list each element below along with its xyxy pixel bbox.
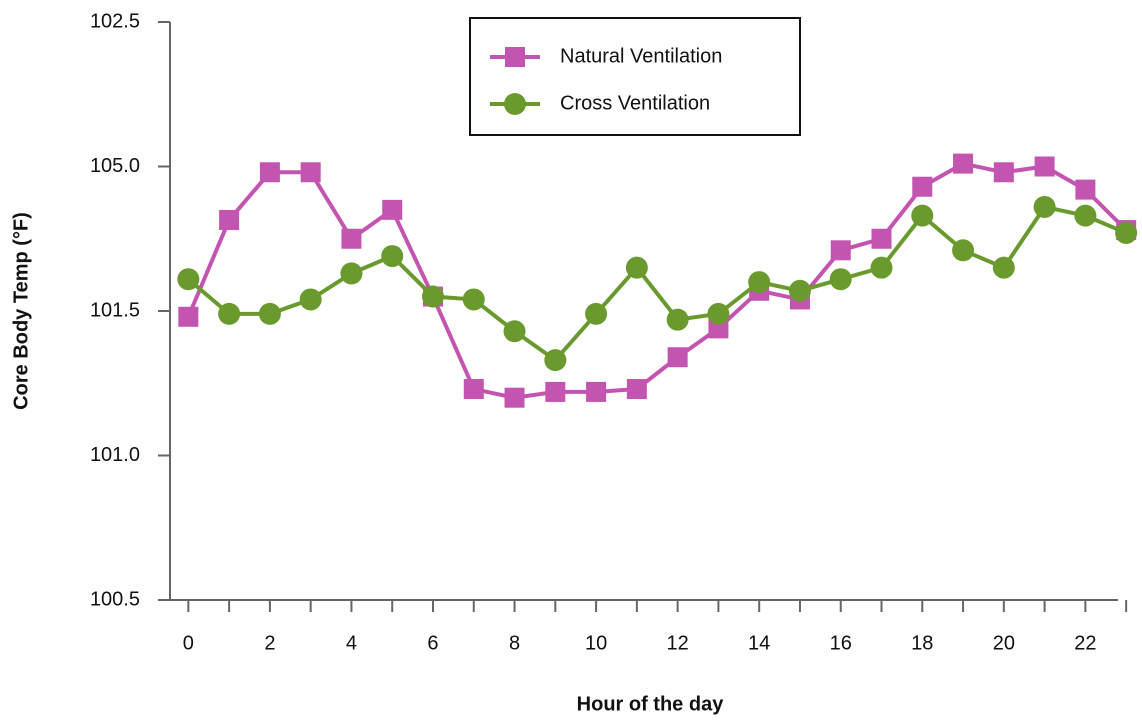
x-tick-label: 10 [585, 632, 607, 654]
data-point [626, 379, 647, 400]
data-point [1034, 156, 1055, 177]
data-point [667, 347, 688, 368]
data-point [462, 288, 485, 311]
x-tick-label: 14 [748, 632, 770, 654]
y-tick-label: 102.5 [90, 10, 140, 32]
y-tick-label: 101.5 [90, 299, 140, 321]
x-tick-label: 0 [183, 632, 194, 654]
data-point [421, 285, 444, 308]
legend-marker [505, 47, 525, 67]
x-tick-label: 20 [993, 632, 1015, 654]
data-point [992, 256, 1015, 279]
x-tick-label: 18 [911, 632, 933, 654]
data-point [625, 256, 648, 279]
data-point [748, 271, 771, 294]
x-tick-label: 12 [667, 632, 689, 654]
legend-marker [504, 93, 526, 115]
data-point [178, 306, 199, 327]
data-point [953, 153, 974, 174]
data-point [830, 240, 851, 261]
x-tick-label: 8 [509, 632, 520, 654]
data-point [544, 349, 567, 372]
data-point [381, 245, 404, 268]
data-point [177, 268, 200, 291]
y-tick-label: 100.5 [90, 588, 140, 610]
data-point [952, 239, 975, 262]
x-tick-label: 6 [427, 632, 438, 654]
data-point [382, 199, 403, 220]
x-tick-label: 22 [1074, 632, 1096, 654]
data-point [218, 302, 241, 325]
data-point [993, 162, 1014, 183]
data-point [707, 302, 730, 325]
legend-label: Natural Ventilation [560, 45, 722, 67]
data-point [586, 381, 607, 402]
data-point [504, 387, 525, 408]
legend-label: Cross Ventilation [560, 92, 710, 114]
data-point [911, 204, 934, 227]
data-point [219, 209, 240, 230]
data-point [259, 162, 280, 183]
data-point [1075, 179, 1096, 200]
data-point [503, 320, 526, 343]
data-point [340, 262, 363, 285]
data-point [871, 228, 892, 249]
series-line [187, 204, 1127, 363]
data-point [1074, 204, 1097, 227]
x-tick-label: 16 [830, 632, 852, 654]
data-point [258, 302, 281, 325]
x-tick-label: 4 [346, 632, 357, 654]
legend-box [469, 17, 801, 136]
data-point [788, 279, 811, 302]
data-point [299, 288, 322, 311]
x-axis-label: Hour of the day [577, 693, 725, 715]
data-point [300, 162, 321, 183]
y-tick-label: 105.0 [90, 155, 140, 177]
y-tick-label: 101.0 [90, 444, 140, 466]
data-point [545, 381, 566, 402]
data-point [912, 176, 933, 197]
data-point [666, 308, 689, 331]
data-point [1033, 195, 1056, 218]
data-point [829, 268, 852, 291]
data-point [341, 228, 362, 249]
data-point [870, 256, 893, 279]
data-point [585, 302, 608, 325]
series-line [186, 161, 1128, 400]
data-point [1115, 221, 1138, 244]
x-tick-label: 2 [264, 632, 275, 654]
data-point [463, 379, 484, 400]
y-axis-label: Core Body Temp (°F) [10, 212, 32, 410]
